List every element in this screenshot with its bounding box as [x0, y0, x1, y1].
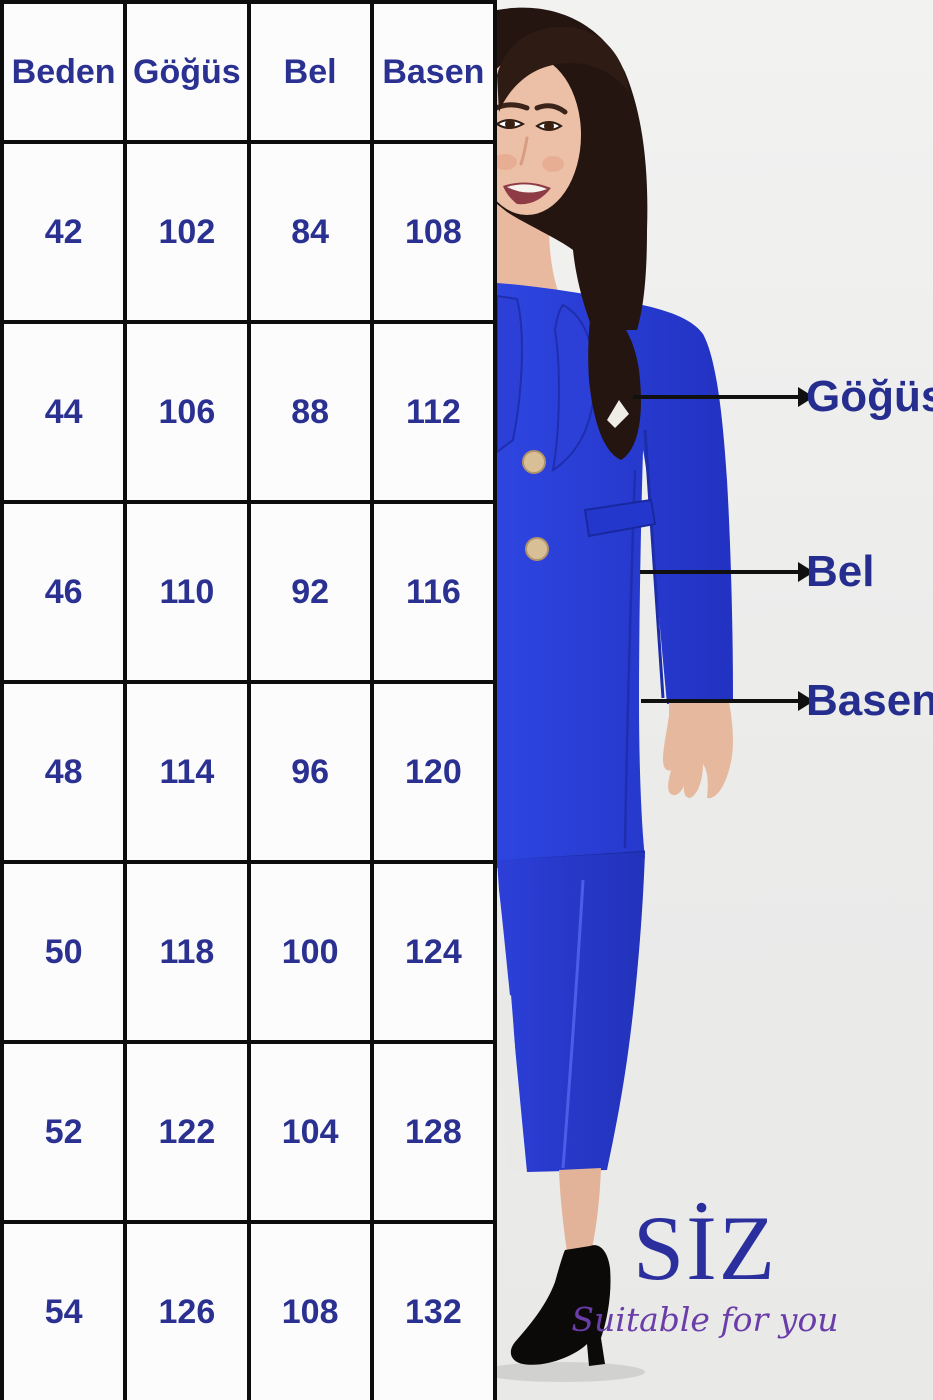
arrow-basen-line: [641, 699, 798, 703]
size-cell: 92: [246, 500, 374, 684]
size-cell: 44: [0, 320, 128, 504]
pocket-square: [607, 400, 629, 428]
size-cell: 132: [369, 1220, 498, 1400]
sleeve-seam: [643, 429, 665, 699]
brand-logo: SİZ: [633, 1197, 777, 1299]
table-row: 50 118 100 124: [0, 860, 498, 1044]
header-cell-basen: Basen: [369, 0, 498, 144]
size-cell: 104: [246, 1040, 374, 1224]
size-cell: 46: [0, 500, 128, 684]
size-cell: 52: [0, 1040, 128, 1224]
size-cell: 114: [123, 680, 251, 864]
hair-fringe: [497, 26, 629, 112]
size-cell: 84: [246, 140, 374, 324]
face: [497, 55, 581, 215]
label-gogus: Göğüs: [806, 372, 933, 421]
size-cell: 42: [0, 140, 128, 324]
model-photo: [497, 0, 933, 1400]
pants: [497, 852, 645, 1172]
size-cell: 102: [123, 140, 251, 324]
label-basen: Basen: [806, 676, 933, 725]
table-row: 42 102 84 108: [0, 140, 498, 324]
iris: [544, 121, 554, 131]
eyebrow: [497, 102, 530, 111]
table-row: 46 110 92 116: [0, 500, 498, 684]
table-row: 54 126 108 132: [0, 1220, 498, 1400]
arrow-basen-head: [798, 691, 814, 711]
arrow-bel-line: [640, 570, 798, 574]
gold-button: [525, 537, 549, 561]
size-cell: 48: [0, 680, 128, 864]
high-heel-shoe: [510, 1245, 611, 1366]
size-cell: 122: [123, 1040, 251, 1224]
arrow-gogus-line: [633, 395, 798, 399]
table-row: 48 114 96 120: [0, 680, 498, 864]
table-header-row: Beden Göğüs Bel Basen: [0, 0, 498, 144]
size-cell: 124: [369, 860, 498, 1044]
gold-button: [522, 450, 546, 474]
size-cell: 116: [369, 500, 498, 684]
header-cell-beden: Beden: [0, 0, 128, 144]
label-bel: Bel: [806, 547, 875, 596]
blazer: [497, 283, 733, 868]
brand-tagline: Suitable for you: [571, 1300, 839, 1339]
size-cell: 100: [246, 860, 374, 1044]
hair-strand: [588, 300, 641, 460]
size-cell: 110: [123, 500, 251, 684]
size-cell: 108: [246, 1220, 374, 1400]
ankle: [559, 1168, 601, 1252]
floor-shadow: [497, 1362, 645, 1382]
arrow-gogus-head: [798, 387, 814, 407]
lapel-left: [497, 294, 523, 454]
legs-gap: [499, 995, 523, 1172]
size-cell: 106: [123, 320, 251, 504]
arrow-bel-head: [798, 562, 814, 582]
size-cell: 112: [369, 320, 498, 504]
size-cell: 118: [123, 860, 251, 1044]
size-cell: 50: [0, 860, 128, 1044]
table-row: 52 122 104 128: [0, 1040, 498, 1224]
pant-crease: [561, 879, 585, 1169]
header-cell-gogus: Göğüs: [123, 0, 251, 144]
pocket-flap: [583, 498, 657, 538]
blush: [542, 156, 564, 172]
iris: [505, 119, 515, 129]
header-cell-bel: Bel: [246, 0, 374, 144]
size-cell: 108: [369, 140, 498, 324]
size-cell: 128: [369, 1040, 498, 1224]
size-cell: 120: [369, 680, 498, 864]
teeth: [507, 184, 547, 193]
hand: [663, 700, 733, 799]
nose: [519, 136, 529, 166]
size-cell: 54: [0, 1220, 128, 1400]
size-cell: 126: [123, 1220, 251, 1400]
blush: [497, 154, 517, 170]
size-cell: 88: [246, 320, 374, 504]
size-table: Beden Göğüs Bel Basen 42 102 84 108 44 1…: [0, 0, 498, 1400]
size-cell: 96: [246, 680, 374, 864]
eyebrow: [534, 103, 568, 115]
table-row: 44 106 88 112: [0, 320, 498, 504]
